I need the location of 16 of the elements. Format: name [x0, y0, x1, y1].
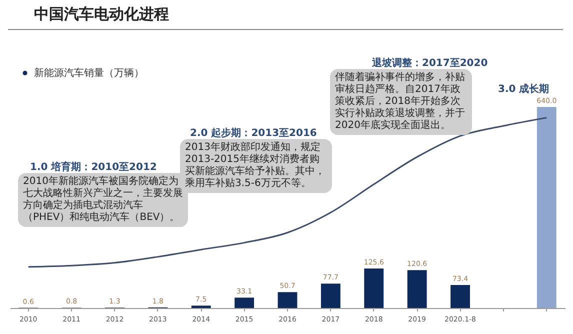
- annotation: 2.0 起步期：2013至2016: [190, 126, 317, 140]
- bar: [450, 284, 470, 308]
- bar: [364, 268, 384, 308]
- annotation: 伴随着骗补事件的增多，补贴审核日趋严格。自2017年政策收紧后，2018年开始多次实行补贴政策退坡调整，并于2020年底实现全面退出。: [330, 69, 472, 135]
- chart-title: 中国汽车电动化进程: [34, 5, 169, 24]
- bar: [407, 270, 427, 308]
- bar: [234, 298, 254, 308]
- annotation: 2010年新能源汽车被国务院确定为七大战略性新兴产业之一，主要发展方向确定为插电式混动汽车（PHEV）和纯电动汽车（BEV）。: [23, 176, 183, 223]
- annotation: 2013年财政部印发通知，规定2013-2015年继续对消费者购买新能源汽车给予补贴。其中，乘用车补贴3.5-6万元不等。: [185, 142, 325, 189]
- bar: [536, 107, 556, 308]
- text: 3.0 成长期: [498, 82, 550, 96]
- text: 退坡调整：2017至2020: [372, 56, 488, 70]
- legend-label: 新能源汽车销量（万辆）: [34, 67, 144, 79]
- bar: [320, 284, 340, 308]
- bar: [278, 292, 298, 308]
- annotation: 1.0 培育期：2010至2012: [30, 160, 157, 174]
